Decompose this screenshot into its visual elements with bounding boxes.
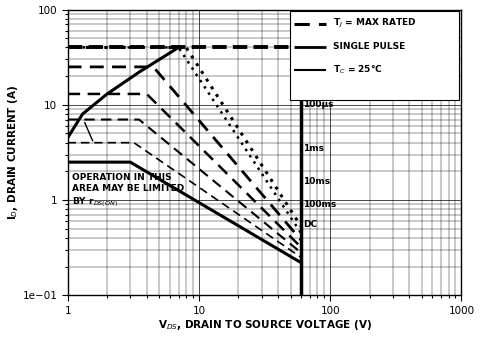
Bar — [290, 11, 459, 100]
Text: SINGLE PULSE: SINGLE PULSE — [334, 42, 406, 51]
Text: 10ms: 10ms — [303, 177, 330, 186]
Text: 5μs: 5μs — [303, 43, 321, 52]
X-axis label: V$_{DS}$, DRAIN TO SOURCE VOLTAGE (V): V$_{DS}$, DRAIN TO SOURCE VOLTAGE (V) — [157, 318, 372, 333]
Y-axis label: I$_D$, DRAIN CURRENT (A): I$_D$, DRAIN CURRENT (A) — [6, 85, 20, 220]
Text: T$_C$ = 25°C: T$_C$ = 25°C — [334, 63, 383, 76]
Text: 100ms: 100ms — [303, 200, 336, 209]
Text: 10μs: 10μs — [303, 58, 327, 67]
Text: 100μs: 100μs — [303, 100, 334, 109]
Text: 1ms: 1ms — [303, 144, 324, 153]
Text: OPERATION IN THIS
AREA MAY BE LIMITED
BY r$_{DS(ON)}$: OPERATION IN THIS AREA MAY BE LIMITED BY… — [72, 173, 184, 209]
Text: T$_J$ = MAX RATED: T$_J$ = MAX RATED — [334, 17, 417, 30]
Text: DC: DC — [303, 220, 317, 229]
